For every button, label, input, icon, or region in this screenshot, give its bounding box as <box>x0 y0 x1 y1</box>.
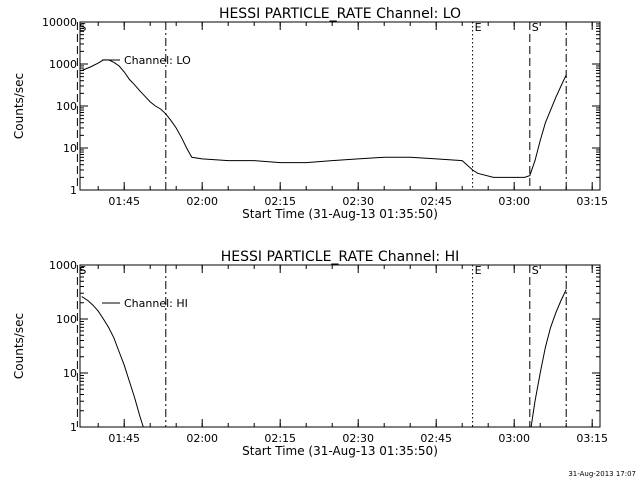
x-tick-label: 02:00 <box>186 432 218 445</box>
chart-title: HESSI PARTICLE_RATE Channel: LO <box>219 6 461 22</box>
x-tick-label: 03:00 <box>498 195 530 208</box>
y-axis-label: Counts/sec <box>12 313 26 379</box>
x-tick-label: 01:45 <box>108 432 140 445</box>
x-axis-label: Start Time (31-Aug-13 01:35:50) <box>242 444 438 458</box>
y-tick-label: 1000 <box>49 58 77 71</box>
x-axis-label: Start Time (31-Aug-13 01:35:50) <box>242 207 438 221</box>
event-marker-label: E <box>475 264 482 277</box>
x-tick-label: 03:15 <box>576 432 608 445</box>
series-line <box>81 59 567 178</box>
legend-label: Channel: HI <box>124 297 188 310</box>
y-tick-label: 10 <box>63 367 77 380</box>
y-tick-label: 1 <box>70 184 77 197</box>
series-line <box>81 296 144 427</box>
y-tick-label: 100 <box>56 313 77 326</box>
event-marker-label: S <box>79 21 86 34</box>
x-tick-label: 01:45 <box>108 195 140 208</box>
x-tick-label: 02:30 <box>342 195 374 208</box>
event-marker-label: E <box>475 21 482 34</box>
x-tick-label: 02:45 <box>420 195 452 208</box>
x-tick-label: 03:15 <box>576 195 608 208</box>
lo-channel-panel: HESSI PARTICLE_RATE Channel: LO 01:45 02:0… <box>12 6 608 221</box>
event-marker-label: S <box>532 264 539 277</box>
plot-frame <box>79 21 601 191</box>
x-tick-label: 03:00 <box>498 432 530 445</box>
x-tick-label: 02:45 <box>420 432 452 445</box>
plot-frame <box>79 264 601 428</box>
y-tick-label: 10000 <box>42 16 77 29</box>
event-marker-label: S <box>532 21 539 34</box>
y-tick-label: 100 <box>56 100 77 113</box>
x-tick-label: 02:00 <box>186 195 218 208</box>
x-tick-label: 02:15 <box>264 432 296 445</box>
series-line <box>530 289 567 427</box>
chart-title: HESSI PARTICLE_RATE Channel: HI <box>221 249 459 265</box>
y-tick-label: 10 <box>63 142 77 155</box>
plot-timestamp: 31-Aug-2013 17:07 <box>568 470 636 478</box>
y-tick-label: 1 <box>70 421 77 434</box>
hi-channel-panel: HESSI PARTICLE_RATE Channel: HI 01:45 02:0… <box>12 249 608 458</box>
event-marker-label: S <box>79 264 86 277</box>
x-tick-label: 02:15 <box>264 195 296 208</box>
y-tick-label: 1000 <box>49 259 77 272</box>
legend-label: Channel: LO <box>124 54 191 67</box>
y-axis-label: Counts/sec <box>12 73 26 139</box>
x-tick-label: 02:30 <box>342 432 374 445</box>
